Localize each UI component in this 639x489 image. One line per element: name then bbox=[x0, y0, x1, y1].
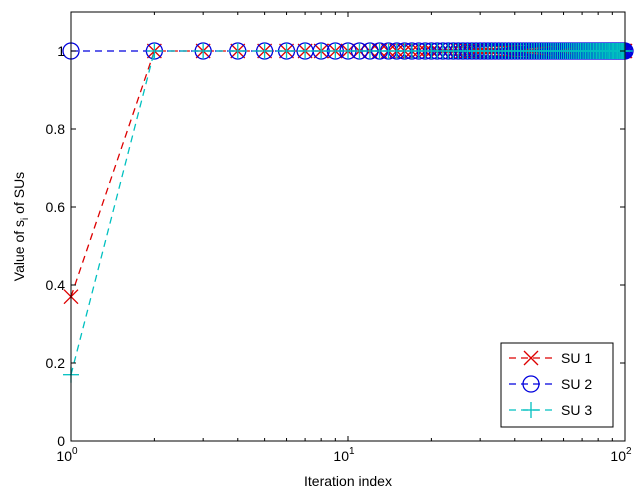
y-axis-label-main: Value of s bbox=[11, 220, 27, 281]
y-tick-label: 0.8 bbox=[46, 121, 66, 137]
series-3 bbox=[63, 43, 633, 383]
y-axis-label-subscript: i bbox=[20, 218, 31, 220]
x-tick-label-base: 10 bbox=[610, 448, 626, 464]
legend: SU 1 SU 2 SU 3 bbox=[500, 342, 614, 428]
y-axis-label-suffix: of SUs bbox=[11, 172, 27, 218]
x-tick-label: 102 bbox=[610, 446, 632, 464]
axis-ticks bbox=[70, 12, 626, 442]
legend-marker bbox=[522, 375, 540, 393]
series-line bbox=[70, 50, 625, 297]
x-tick-label-base: 10 bbox=[333, 448, 349, 464]
data-point bbox=[278, 43, 295, 59]
series-line bbox=[70, 50, 625, 375]
x-tick-label-exponent: 0 bbox=[72, 446, 78, 457]
legend-box bbox=[500, 342, 614, 428]
data-point bbox=[195, 43, 212, 59]
data-point bbox=[256, 43, 273, 59]
legend-item: SU 3 bbox=[509, 402, 592, 418]
legend-label: SU 1 bbox=[561, 350, 592, 366]
data-point bbox=[146, 43, 163, 59]
y-tick-label: 0.2 bbox=[46, 355, 66, 371]
x-tick-label-exponent: 2 bbox=[626, 446, 632, 457]
legend-item: SU 2 bbox=[509, 375, 592, 393]
x-tick-label: 100 bbox=[56, 446, 78, 464]
legend-item: SU 1 bbox=[509, 350, 592, 366]
data-point bbox=[297, 43, 314, 59]
y-tick-label: 0.4 bbox=[46, 277, 66, 293]
data-point bbox=[313, 43, 330, 59]
legend-marker bbox=[523, 350, 539, 366]
y-axis-label: Value of si of SUs bbox=[11, 172, 31, 281]
legend-marker bbox=[523, 402, 539, 418]
x-tick-label-exponent: 1 bbox=[349, 446, 355, 457]
y-tick-label: 0.6 bbox=[46, 199, 66, 215]
legend-label: SU 3 bbox=[561, 402, 592, 418]
chart-marks bbox=[62, 42, 634, 383]
x-tick-label-base: 10 bbox=[56, 448, 72, 464]
y-tick-label: 1 bbox=[57, 43, 65, 59]
x-axis-label: Iteration index bbox=[304, 473, 392, 489]
series-1 bbox=[63, 43, 633, 305]
data-point bbox=[229, 43, 246, 59]
y-tick-label: 0 bbox=[57, 433, 65, 449]
legend-label: SU 2 bbox=[561, 376, 592, 392]
x-tick-label: 101 bbox=[333, 446, 355, 464]
